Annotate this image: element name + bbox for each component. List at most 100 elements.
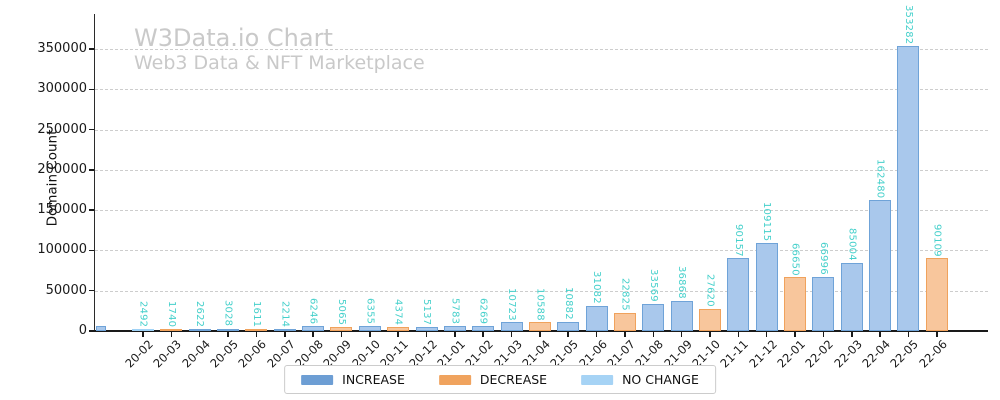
bar-value-label: 5783 — [449, 298, 461, 325]
x-tick-mark — [822, 332, 825, 337]
clipped-edge-bar — [96, 326, 106, 331]
legend-item-decrease: DECREASE — [438, 372, 548, 387]
bar-22-03 — [840, 262, 863, 331]
y-gridline — [95, 129, 988, 131]
y-tick-mark — [89, 128, 94, 131]
bar-value-label: 5137 — [421, 298, 432, 325]
bar-21-11 — [727, 258, 750, 331]
bar-value-label: 353282 — [902, 4, 914, 45]
y-tick-label: 350000 — [37, 41, 87, 56]
bar-value-label: 2492 — [137, 300, 149, 327]
x-tick-mark — [539, 332, 541, 337]
x-tick-mark — [369, 332, 371, 337]
bar-22-01 — [784, 277, 807, 331]
x-tick-mark — [255, 332, 258, 337]
bar-value-label: 33569 — [647, 269, 659, 302]
bar-value-label: 10723 — [506, 287, 518, 321]
bar-20-05 — [217, 328, 240, 331]
bar-value-label: 66650 — [789, 242, 801, 276]
bar-20-11 — [387, 327, 410, 331]
chart-subtitle: Web3 Data & NFT Marketplace — [134, 52, 425, 74]
y-tick-label: 0 — [78, 323, 87, 338]
y-tick-mark — [89, 88, 94, 90]
y-gridline — [95, 49, 988, 50]
bar-20-07 — [273, 329, 296, 331]
legend-label-decrease: DECREASE — [479, 372, 548, 387]
x-tick-mark — [879, 332, 881, 337]
bar-21-10 — [699, 308, 721, 331]
legend-label-increase: INCREASE — [342, 372, 405, 387]
x-tick-mark — [510, 332, 513, 337]
legend-swatch-decrease — [438, 374, 471, 385]
legend-swatch-increase — [301, 374, 334, 385]
bar-value-label: 31082 — [591, 271, 603, 304]
bar-21-03 — [500, 322, 523, 331]
bar-value-label: 4374 — [392, 299, 404, 326]
bar-value-label: 109115 — [761, 201, 773, 242]
x-tick-mark — [454, 332, 456, 337]
bar-21-08 — [642, 303, 665, 331]
y-tick-label: 150000 — [37, 202, 87, 218]
y-tick-label: 250000 — [37, 121, 87, 137]
bar-20-10 — [358, 325, 381, 331]
bar-21-05 — [557, 322, 580, 331]
x-tick-mark — [482, 332, 484, 337]
bar-21-06 — [585, 305, 608, 331]
y-gridline — [95, 210, 988, 212]
x-tick-mark — [936, 332, 938, 337]
bar-21-02 — [472, 325, 495, 331]
x-tick-mark — [624, 332, 626, 337]
bar-value-label: 27620 — [704, 273, 716, 307]
x-tick-mark — [652, 332, 655, 337]
bar-21-04 — [528, 322, 551, 331]
legend-label-nochange: NO CHANGE — [622, 372, 699, 387]
bar-21-07 — [613, 312, 636, 331]
bar-22-06 — [925, 258, 948, 331]
y-gridline — [95, 250, 988, 252]
x-tick-mark — [142, 332, 144, 337]
bar-22-04 — [869, 200, 892, 331]
x-tick-mark — [312, 332, 314, 337]
x-tick-mark — [680, 332, 683, 337]
y-tick-mark — [89, 330, 94, 332]
bar-20-06 — [245, 329, 268, 331]
bar-value-label: 90109 — [931, 223, 943, 257]
y-gridline — [95, 89, 988, 91]
bar-21-09 — [670, 301, 693, 331]
bar-value-label: 6269 — [477, 297, 489, 324]
bar-22-05 — [897, 46, 920, 331]
x-tick-mark — [794, 332, 796, 337]
y-tick-label: 50000 — [45, 282, 87, 298]
bar-value-label: 36868 — [676, 266, 688, 300]
legend-item-nochange: NO CHANGE — [581, 372, 699, 387]
x-tick-mark — [397, 332, 399, 337]
x-tick-mark — [709, 332, 711, 337]
bar-value-label: 1611 — [250, 300, 262, 327]
bar-21-01 — [443, 326, 466, 331]
bar-value-label: 3028 — [222, 300, 234, 327]
bar-value-label: 66996 — [817, 242, 829, 276]
x-tick-mark — [850, 332, 853, 337]
bar-value-label: 1740 — [165, 300, 177, 327]
x-tick-mark — [595, 332, 598, 337]
bar-value-label: 10882 — [562, 287, 574, 321]
bar-20-12 — [415, 326, 438, 331]
bar-20-08 — [302, 325, 325, 331]
y-gridline — [95, 169, 988, 171]
x-tick-mark — [425, 332, 428, 337]
y-tick-label: 100000 — [37, 242, 87, 258]
x-tick-mark — [340, 332, 343, 337]
y-tick-mark — [89, 169, 94, 171]
x-tick-mark — [567, 332, 570, 337]
legend-swatch-nochange — [581, 374, 614, 385]
y-tick-mark — [89, 290, 94, 292]
bar-value-label: 5065 — [335, 298, 347, 325]
bar-21-12 — [755, 243, 778, 331]
x-tick-mark — [765, 332, 768, 337]
y-tick-mark — [89, 48, 94, 50]
y-gridline — [95, 290, 988, 292]
bar-value-label: 22825 — [619, 277, 631, 311]
bar-22-02 — [812, 277, 835, 331]
bar-value-label: 85004 — [846, 227, 858, 261]
